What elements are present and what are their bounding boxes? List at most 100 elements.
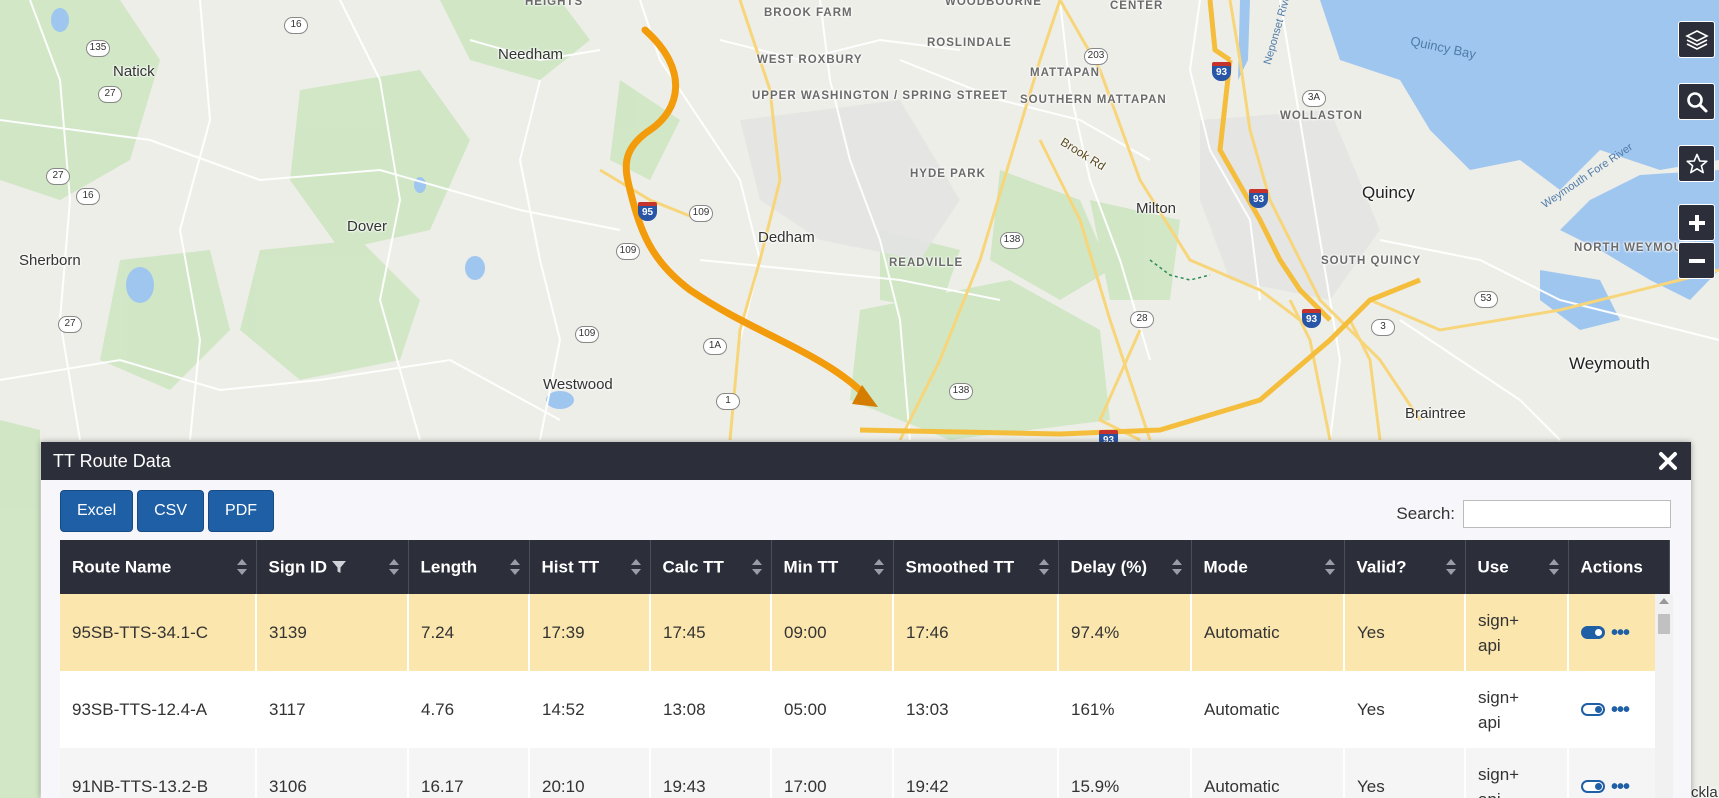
- route-arrow: [852, 385, 878, 407]
- route-shield: 109: [575, 326, 599, 343]
- cell-length: 16.17: [408, 748, 530, 798]
- place-wollaston: WOLLASTON: [1280, 110, 1363, 122]
- place-brook-farm: BROOK FARM: [764, 7, 853, 19]
- enable-toggle[interactable]: [1581, 626, 1605, 639]
- route-shield: 3A: [1302, 90, 1326, 107]
- table-row[interactable]: 95SB-TTS-34.1-C 3139 7.24 17:39 17:45 09…: [60, 594, 1670, 671]
- zoom-in-icon: [1688, 214, 1705, 231]
- column-header-hist-tt[interactable]: Hist TT: [529, 540, 651, 594]
- column-header-actions: Actions: [1568, 540, 1670, 594]
- cell-min-tt: 09:00: [771, 594, 894, 671]
- place-woodbourne: WOODBOURNE: [945, 0, 1042, 8]
- attribution-text: ckla: [1691, 784, 1718, 798]
- table-row[interactable]: 91NB-TTS-13.2-B 3106 16.17 20:10 19:43 1…: [60, 748, 1670, 798]
- route-shield: 27: [58, 316, 82, 333]
- place-dedham: Dedham: [758, 229, 815, 246]
- place-westwood: Westwood: [543, 376, 613, 393]
- map-search-button[interactable]: [1678, 83, 1715, 120]
- sort-icon: [236, 559, 247, 575]
- route-shield: 135: [86, 40, 110, 57]
- export-csv-button[interactable]: CSV: [137, 490, 205, 532]
- more-options-icon[interactable]: •••: [1611, 775, 1630, 798]
- sort-icon: [1038, 559, 1049, 575]
- cell-mode: Automatic: [1191, 671, 1345, 748]
- cell-min-tt: 05:00: [771, 671, 894, 748]
- place-milton: Milton: [1136, 200, 1177, 217]
- place-mattapan: MATTAPAN: [1030, 67, 1100, 79]
- column-header-smoothed-tt[interactable]: Smoothed TT: [893, 540, 1059, 594]
- more-options-icon[interactable]: •••: [1611, 698, 1630, 721]
- column-header-min-tt[interactable]: Min TT: [771, 540, 894, 594]
- filter-icon[interactable]: [331, 559, 347, 575]
- cell-mode: Automatic: [1191, 748, 1345, 798]
- cell-sign-id: 3139: [256, 594, 409, 671]
- scroll-thumb[interactable]: [1658, 614, 1670, 634]
- cell-hist-tt: 17:39: [529, 594, 651, 671]
- layers-button[interactable]: [1678, 21, 1715, 58]
- enable-toggle[interactable]: [1581, 703, 1605, 716]
- place-west-roxbury: WEST ROXBURY: [757, 54, 863, 66]
- column-header-mode[interactable]: Mode: [1191, 540, 1345, 594]
- cell-calc-tt: 17:45: [650, 594, 772, 671]
- place-sherborn: Sherborn: [19, 252, 81, 269]
- layers-icon: [1684, 29, 1709, 50]
- column-header-delay[interactable]: Delay (%): [1058, 540, 1192, 594]
- column-header-route-name[interactable]: Route Name: [60, 540, 257, 594]
- column-header-calc-tt[interactable]: Calc TT: [650, 540, 772, 594]
- interstate-shield: 95: [638, 202, 657, 221]
- search-input[interactable]: [1463, 500, 1671, 528]
- column-header-sign-id[interactable]: Sign ID: [256, 540, 409, 594]
- export-excel-button[interactable]: Excel: [60, 490, 134, 532]
- cell-sign-id: 3117: [256, 671, 409, 748]
- column-header-valid[interactable]: Valid?: [1344, 540, 1466, 594]
- search-label: Search:: [1396, 504, 1455, 523]
- scroll-up-icon[interactable]: [1659, 598, 1669, 604]
- sort-icon: [1548, 559, 1559, 575]
- export-pdf-button[interactable]: PDF: [208, 490, 275, 532]
- interstate-shield: 93: [1302, 309, 1321, 328]
- cell-use: sign+api: [1465, 594, 1569, 671]
- cell-valid: Yes: [1344, 671, 1466, 748]
- route-shield: 16: [76, 188, 100, 205]
- place-south-quincy: SOUTH QUINCY: [1321, 255, 1422, 267]
- more-options-icon[interactable]: •••: [1611, 621, 1630, 644]
- route-table: Route Name Sign ID Length Hist TT Calc T…: [60, 540, 1673, 798]
- place-natick: Natick: [113, 63, 155, 80]
- place-southern-mattapan: SOUTHERN MATTAPAN: [1020, 94, 1167, 106]
- sort-icon: [509, 559, 520, 575]
- route-shield: 109: [616, 243, 640, 260]
- cell-hist-tt: 14:52: [529, 671, 651, 748]
- cell-length: 7.24: [408, 594, 530, 671]
- place-dover: Dover: [347, 218, 388, 235]
- table-row[interactable]: 93SB-TTS-12.4-A 3117 4.76 14:52 13:08 05…: [60, 671, 1670, 748]
- cell-actions: •••: [1568, 671, 1670, 748]
- route-shield: 1: [716, 393, 740, 410]
- zoom-in-button[interactable]: [1678, 204, 1715, 241]
- close-button[interactable]: [1653, 446, 1683, 476]
- place-needham: Needham: [498, 46, 564, 63]
- zoom-out-button[interactable]: [1678, 242, 1715, 279]
- place-hyde-park: HYDE PARK: [910, 168, 986, 180]
- place-quincy: Quincy: [1362, 183, 1415, 202]
- cell-min-tt: 17:00: [771, 748, 894, 798]
- place-center: CENTER: [1110, 0, 1164, 12]
- table-header-row: Route Name Sign ID Length Hist TT Calc T…: [60, 540, 1670, 594]
- column-header-use[interactable]: Use: [1465, 540, 1569, 594]
- favorites-button[interactable]: [1678, 145, 1715, 182]
- table-scrollbar[interactable]: [1655, 594, 1673, 798]
- cell-use: sign+api: [1465, 748, 1569, 798]
- cell-route-name: 93SB-TTS-12.4-A: [60, 671, 257, 748]
- close-icon: [1659, 452, 1677, 470]
- sort-icon: [630, 559, 641, 575]
- enable-toggle[interactable]: [1581, 780, 1605, 793]
- panel-title: TT Route Data: [53, 450, 171, 471]
- route-shield: 138: [949, 383, 973, 400]
- cell-length: 4.76: [408, 671, 530, 748]
- panel-header: TT Route Data: [41, 442, 1691, 480]
- tt-route-data-panel: TT Route Data Excel CSV PDF Search: Rout…: [41, 442, 1691, 798]
- sort-icon: [751, 559, 762, 575]
- route-shield: 203: [1084, 48, 1108, 65]
- cell-calc-tt: 19:43: [650, 748, 772, 798]
- column-header-length[interactable]: Length: [408, 540, 530, 594]
- cell-sign-id: 3106: [256, 748, 409, 798]
